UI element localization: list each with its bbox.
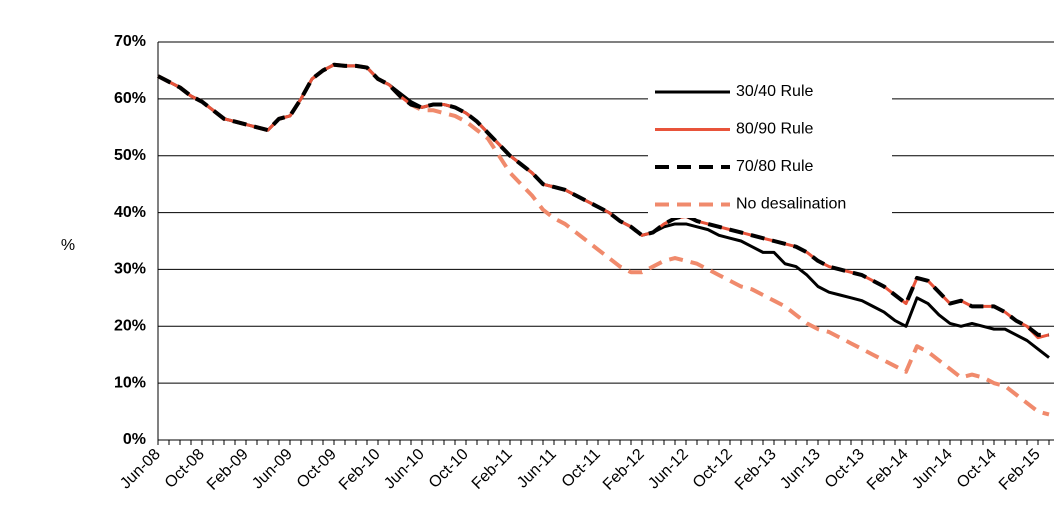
series-line [157,63,1050,340]
x-tick-label: Oct-10 [426,446,472,492]
x-tick-label: Jun-14 [909,446,956,493]
x-tick-label: Feb-10 [336,446,384,494]
x-tick-label: Jun-08 [117,446,164,493]
y-tick-label: 70% [114,33,146,50]
x-tick-label: Jun-12 [645,446,692,493]
x-tick-label: Oct-14 [954,446,1000,492]
series-line [157,62,1050,417]
y-axis-label: % [61,237,75,254]
x-tick-label: Feb-15 [996,446,1044,494]
y-tick-label: 0% [123,431,146,448]
x-tick-label: Feb-13 [732,446,780,494]
y-tick-label: 30% [114,261,146,278]
legend-label: 80/90 Rule [736,121,813,138]
x-tick-label: Feb-09 [204,446,252,494]
x-tick-label: Jun-09 [249,446,296,493]
x-tick-label: Feb-14 [864,446,912,494]
y-tick-label: 20% [114,318,146,335]
x-tick-label: Oct-08 [162,446,208,492]
legend-label: 30/40 Rule [736,83,813,100]
x-tick-label: Oct-09 [294,446,340,492]
legend-label: No desalination [736,196,846,213]
x-tick-label: Oct-13 [822,446,868,492]
x-tick-label: Feb-12 [600,446,648,494]
x-tick-label: Feb-11 [469,446,516,493]
x-tick-label: Jun-11 [514,446,560,492]
x-tick-label: Oct-12 [690,446,736,492]
y-tick-label: 10% [114,374,146,391]
legend-label: 70/80 Rule [736,158,813,175]
legend-box [648,74,892,218]
y-tick-label: 40% [114,204,146,221]
x-tick-label: Jun-10 [381,446,428,493]
x-tick-label: Oct-11 [559,446,604,491]
series-line [157,62,1049,337]
y-tick-label: 50% [114,147,146,164]
y-tick-label: 60% [114,90,146,107]
x-tick-label: Jun-13 [777,446,824,493]
